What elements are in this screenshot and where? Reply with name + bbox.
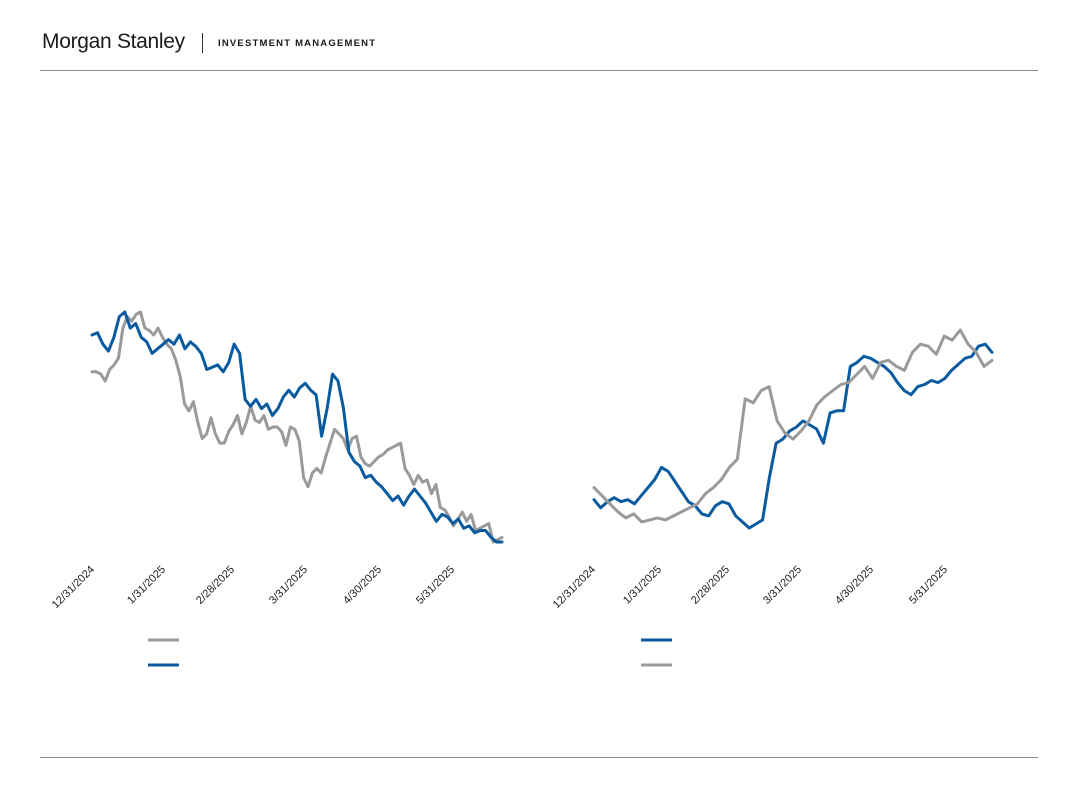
chart-left: 12/31/2024 1/31/2025 2/28/2025 3/31/2025 4/3… xyxy=(50,310,504,667)
top-rule xyxy=(40,70,1038,71)
chart-right: 12/31/2024 1/31/2025 2/28/2025 3/31/2025 4/3… xyxy=(551,328,994,667)
x-tick-label: 3/31/2025 xyxy=(267,564,310,607)
x-tick-label: 5/31/2025 xyxy=(414,564,457,607)
x-tick-label: 4/30/2025 xyxy=(341,564,384,607)
x-tick-label: 5/31/2025 xyxy=(907,564,950,607)
x-tick-label: 2/28/2025 xyxy=(689,564,732,607)
brand-logo: Morgan Stanley xyxy=(42,30,185,53)
brand-divider xyxy=(202,33,203,53)
x-tick-label: 4/30/2025 xyxy=(833,564,876,607)
x-tick-label: 12/31/2024 xyxy=(50,564,97,611)
x-tick-label: 3/31/2025 xyxy=(761,564,804,607)
x-tick-label: 12/31/2024 xyxy=(551,564,598,611)
series-line-1 xyxy=(90,310,504,544)
x-tick-label: 1/31/2025 xyxy=(621,564,664,607)
series-line-1 xyxy=(592,342,994,530)
header: Morgan Stanley INVESTMENT MANAGEMENT xyxy=(0,0,1080,72)
series-line-2 xyxy=(592,328,994,524)
x-tick-label: 1/31/2025 xyxy=(125,564,168,607)
brand-subtitle: INVESTMENT MANAGEMENT xyxy=(218,38,377,49)
bottom-rule xyxy=(40,757,1038,758)
x-tick-label: 2/28/2025 xyxy=(194,564,237,607)
series-line-2 xyxy=(90,310,504,544)
